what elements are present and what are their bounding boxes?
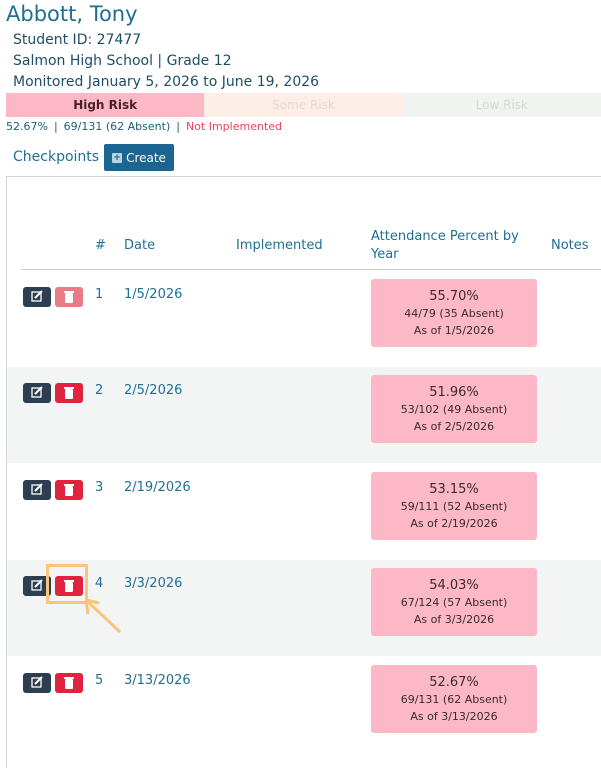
- col-date: Date: [124, 238, 156, 253]
- attendance-fraction: 44/79 (35 Absent): [404, 307, 504, 320]
- table-row: 1 1/5/2026 55.70% 44/79 (35 Absent) As o…: [7, 271, 601, 367]
- edit-icon: [31, 676, 43, 688]
- row-number: 4: [95, 576, 104, 591]
- attendance-fraction: 53/102 (49 Absent): [400, 403, 508, 416]
- col-notes: Notes: [551, 238, 589, 253]
- attendance-percent: 54.03%: [429, 578, 479, 593]
- attendance-as-of: As of 1/5/2026: [413, 324, 495, 337]
- attendance-percent: 53.15%: [429, 482, 479, 497]
- edit-icon: [31, 483, 43, 495]
- summary-separator: |: [53, 120, 58, 133]
- edit-button[interactable]: [23, 673, 51, 693]
- attendance-card: 54.03% 67/124 (57 Absent) As of 3/3/2026: [371, 568, 537, 636]
- attendance-fraction: 67/124 (57 Absent): [400, 596, 508, 609]
- school-grade: Salmon High School | Grade 12: [13, 53, 232, 69]
- delete-button[interactable]: [55, 673, 83, 693]
- student-id: Student ID: 27477: [13, 32, 142, 48]
- checkpoints-table: # Date Implemented Attendance Percent by…: [6, 176, 601, 768]
- row-date: 2/5/2026: [124, 383, 183, 398]
- attendance-as-of: As of 2/5/2026: [413, 420, 495, 433]
- table-row: 4 3/3/2026 54.03% 67/124 (57 Absent) As …: [7, 560, 601, 656]
- col-attendance-line1: Attendance Percent by: [371, 229, 519, 244]
- row-number: 3: [95, 480, 104, 495]
- edit-button[interactable]: [23, 576, 51, 596]
- trash-icon: [64, 677, 74, 689]
- checkpoints-label: Checkpoints: [13, 149, 100, 165]
- student-name: Abbott, Tony: [6, 2, 138, 26]
- risk-some: Some Risk: [204, 93, 403, 117]
- table-row: 5 3/13/2026 52.67% 69/131 (62 Absent) As…: [7, 657, 601, 753]
- attendance-card: 55.70% 44/79 (35 Absent) As of 1/5/2026: [371, 279, 537, 347]
- header-divider: [21, 269, 601, 270]
- attendance-summary: 52.67% | 69/131 (62 Absent) | Not Implemente…: [6, 120, 282, 133]
- edit-icon: [31, 579, 43, 591]
- edit-icon: [31, 386, 43, 398]
- risk-high: High Risk: [6, 93, 205, 117]
- attendance-fraction: 69/131 (62 Absent): [400, 693, 508, 706]
- edit-button[interactable]: [23, 480, 51, 500]
- trash-icon: [64, 580, 74, 592]
- attendance-as-of: As of 3/13/2026: [410, 710, 498, 723]
- attendance-fraction: 59/111 (52 Absent): [400, 500, 508, 513]
- table-row: 2 2/5/2026 51.96% 53/102 (49 Absent) As …: [7, 367, 601, 463]
- delete-button[interactable]: [55, 480, 83, 500]
- col-implemented: Implemented: [236, 238, 323, 253]
- trash-icon: [64, 387, 74, 399]
- attendance-card: 52.67% 69/131 (62 Absent) As of 3/13/202…: [371, 665, 537, 733]
- delete-button[interactable]: [55, 287, 83, 307]
- create-checkpoint-button[interactable]: + Create: [104, 144, 174, 171]
- row-date: 3/13/2026: [124, 673, 191, 688]
- risk-level-bar: High Risk Some Risk Low Risk: [6, 93, 601, 117]
- table-row: 3 2/19/2026 53.15% 59/111 (52 Absent) As…: [7, 464, 601, 560]
- col-attendance: Attendance Percent by Year: [371, 228, 519, 264]
- delete-highlight-box: [46, 564, 88, 604]
- edit-button[interactable]: [23, 383, 51, 403]
- summary-counts: 69/131 (62 Absent): [63, 120, 171, 133]
- plus-icon: +: [112, 152, 123, 163]
- delete-button[interactable]: [55, 383, 83, 403]
- row-number: 5: [95, 673, 104, 688]
- summary-percent: 52.67%: [6, 120, 48, 133]
- row-date: 3/3/2026: [124, 576, 183, 591]
- attendance-percent: 55.70%: [429, 289, 479, 304]
- attendance-card: 51.96% 53/102 (49 Absent) As of 2/5/2026: [371, 375, 537, 443]
- pointer-arrow-icon: [84, 598, 122, 634]
- attendance-as-of: As of 3/3/2026: [413, 613, 495, 626]
- delete-button[interactable]: [55, 576, 83, 596]
- trash-icon: [64, 484, 74, 496]
- implementation-status: Not Implemented: [185, 120, 283, 133]
- risk-low: Low Risk: [402, 93, 601, 117]
- row-number: 1: [95, 287, 104, 302]
- attendance-percent: 52.67%: [429, 675, 479, 690]
- row-date: 2/19/2026: [124, 480, 191, 495]
- row-number: 2: [95, 383, 104, 398]
- trash-icon: [64, 291, 74, 303]
- attendance-percent: 51.96%: [429, 385, 479, 400]
- attendance-card: 53.15% 59/111 (52 Absent) As of 2/19/202…: [371, 472, 537, 540]
- edit-button[interactable]: [23, 287, 51, 307]
- create-label: Create: [126, 150, 166, 165]
- attendance-as-of: As of 2/19/2026: [410, 517, 498, 530]
- row-date: 1/5/2026: [124, 287, 183, 302]
- edit-icon: [31, 290, 43, 302]
- summary-separator: |: [176, 120, 180, 133]
- col-num: #: [95, 238, 106, 253]
- col-attendance-line2: Year: [371, 247, 399, 262]
- monitored-range: Monitored January 5, 2026 to June 19, 20…: [13, 74, 320, 90]
